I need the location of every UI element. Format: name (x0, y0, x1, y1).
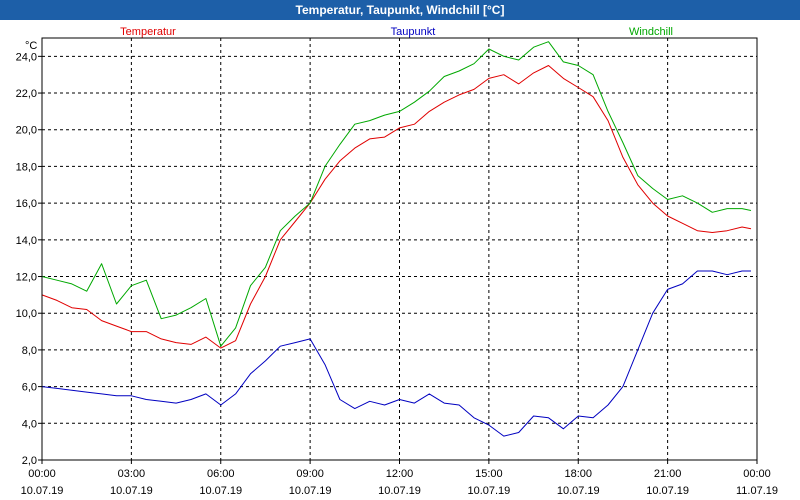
line-chart: 2,0 4,0 6,0 8,0 10,0 12,0 14,0 16,0 18,0 20,0 22,0… (0, 20, 800, 500)
x-tick-time-label: 15:00 (475, 468, 503, 480)
x-tick-time-label: 00:00 (743, 468, 771, 480)
x-tick-date-label: 10.07.19 (557, 485, 600, 497)
series-line-taupunkt (41, 270, 751, 437)
x-tick-time-label: 00:00 (28, 468, 56, 480)
legend: Temperatur Taupunkt Windchill (120, 26, 673, 38)
y-tick-label: 14,0 (16, 235, 37, 247)
x-tick-time-label: 21:00 (654, 468, 682, 480)
y-axis-label: °C (25, 40, 37, 52)
y-tick-label: 18,0 (16, 161, 37, 173)
y-tick-label: 16,0 (16, 198, 37, 210)
x-axis: 00:00 10.07.19 03:00 10.07.19 06:00 10.07.19 0… (21, 460, 778, 497)
x-tick-time-label: 12:00 (386, 468, 414, 480)
y-tick-label: 12,0 (16, 272, 37, 284)
x-tick-time-label: 06:00 (207, 468, 235, 480)
series-line-windchill (41, 41, 752, 347)
legend-entry-windchill: Windchill (629, 26, 673, 38)
y-axis: 2,0 4,0 6,0 8,0 10,0 12,0 14,0 16,0 18,0 20,0 22,0… (16, 40, 42, 467)
y-tick-label: 4,0 (22, 418, 37, 430)
x-tick-date-label: 10.07.19 (467, 485, 510, 497)
y-tick-label: 22,0 (16, 88, 37, 100)
x-tick-date-label: 10.07.19 (289, 485, 332, 497)
series-line-temperatur (41, 65, 752, 349)
x-tick-date-label: 11.07.19 (736, 485, 778, 497)
y-tick-label: 8,0 (22, 345, 37, 357)
x-tick-date-label: 10.07.19 (110, 485, 153, 497)
y-tick-label: 24,0 (16, 51, 37, 63)
y-tick-label: 6,0 (22, 382, 37, 394)
x-tick-date-label: 10.07.19 (646, 485, 689, 497)
y-tick-label: 20,0 (16, 125, 37, 137)
x-tick-time-label: 09:00 (296, 468, 324, 480)
x-tick-date-label: 10.07.19 (21, 485, 64, 497)
legend-entry-temperatur: Temperatur (120, 26, 176, 38)
x-tick-date-label: 10.07.19 (199, 485, 242, 497)
x-tick-date-label: 10.07.19 (378, 485, 421, 497)
y-tick-label: 10,0 (16, 308, 37, 320)
legend-entry-taupunkt: Taupunkt (391, 26, 436, 38)
x-tick-time-label: 03:00 (118, 468, 146, 480)
x-tick-time-label: 18:00 (564, 468, 592, 480)
series-lines (41, 41, 752, 437)
window-title: Temperatur, Taupunkt, Windchill [°C] (0, 0, 800, 20)
y-tick-label: 2,0 (22, 455, 37, 467)
